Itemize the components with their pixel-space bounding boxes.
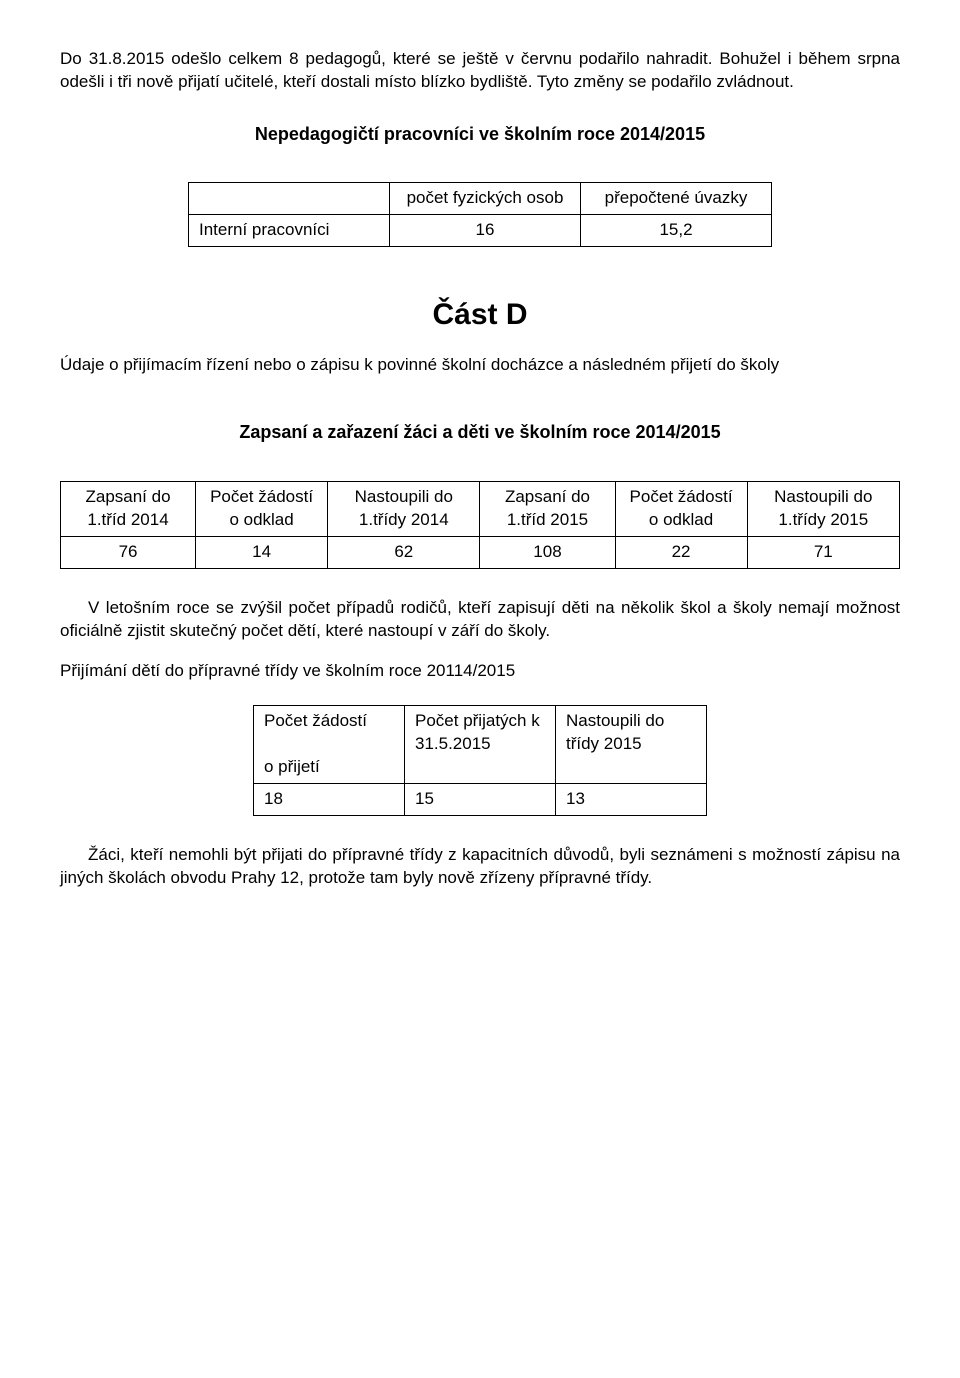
table-cell: 15 bbox=[405, 784, 556, 816]
heading-zapsani: Zapsaní a zařazení žáci a děti ve školní… bbox=[60, 420, 900, 444]
table-header: počet fyzických osob bbox=[390, 183, 581, 215]
para-zaci: Žáci, kteří nemohli být přijati do přípr… bbox=[60, 844, 900, 890]
table-cell: 15,2 bbox=[581, 215, 772, 247]
table-cell: 108 bbox=[480, 536, 615, 568]
table-row: počet fyzických osob přepočtené úvazky bbox=[189, 183, 772, 215]
table-row: 18 15 13 bbox=[254, 784, 707, 816]
para-letosnim: V letošním roce se zvýšil počet případů … bbox=[60, 597, 900, 643]
table-cell: 76 bbox=[61, 536, 196, 568]
table-cell: 71 bbox=[747, 536, 899, 568]
table-cell: 14 bbox=[196, 536, 328, 568]
table-header: přepočtené úvazky bbox=[581, 183, 772, 215]
table-cell: 18 bbox=[254, 784, 405, 816]
table-row: Zapsaní do 1.tříd 2014 Počet žádostí o o… bbox=[61, 481, 900, 536]
table-header: Počet žádostí o odklad bbox=[615, 481, 747, 536]
table-header: Nastoupili do třídy 2015 bbox=[556, 706, 707, 784]
heading-part-d: Část D bbox=[60, 295, 900, 336]
part-d-text: Údaje o přijímacím řízení nebo o zápisu … bbox=[60, 354, 900, 377]
table-zapsani: Zapsaní do 1.tříd 2014 Počet žádostí o o… bbox=[60, 481, 900, 569]
table-cell: 13 bbox=[556, 784, 707, 816]
table-header: Zapsaní do 1.tříd 2014 bbox=[61, 481, 196, 536]
table-row: Interní pracovníci 16 15,2 bbox=[189, 215, 772, 247]
table-cell: Interní pracovníci bbox=[189, 215, 390, 247]
table-header: Počet žádostío přijetí bbox=[254, 706, 405, 784]
table-nepedagogicti: počet fyzických osob přepočtené úvazky I… bbox=[188, 182, 772, 247]
table-header: Počet přijatých k 31.5.2015 bbox=[405, 706, 556, 784]
table-cell: 16 bbox=[390, 215, 581, 247]
table-header bbox=[189, 183, 390, 215]
table-pripravna: Počet žádostío přijetí Počet přijatých k… bbox=[253, 705, 707, 816]
table-row: Počet žádostío přijetí Počet přijatých k… bbox=[254, 706, 707, 784]
para-prijimani: Přijímání dětí do přípravné třídy ve ško… bbox=[60, 660, 900, 683]
intro-paragraph: Do 31.8.2015 odešlo celkem 8 pedagogů, k… bbox=[60, 48, 900, 94]
table-row: 76 14 62 108 22 71 bbox=[61, 536, 900, 568]
heading-nepedagogicti: Nepedagogičtí pracovníci ve školním roce… bbox=[60, 122, 900, 146]
table-header: Nastoupili do 1.třídy 2014 bbox=[328, 481, 480, 536]
table-cell: 22 bbox=[615, 536, 747, 568]
table-header: Počet žádostí o odklad bbox=[196, 481, 328, 536]
table-header: Zapsaní do 1.tříd 2015 bbox=[480, 481, 615, 536]
table-cell: 62 bbox=[328, 536, 480, 568]
table-header: Nastoupili do 1.třídy 2015 bbox=[747, 481, 899, 536]
